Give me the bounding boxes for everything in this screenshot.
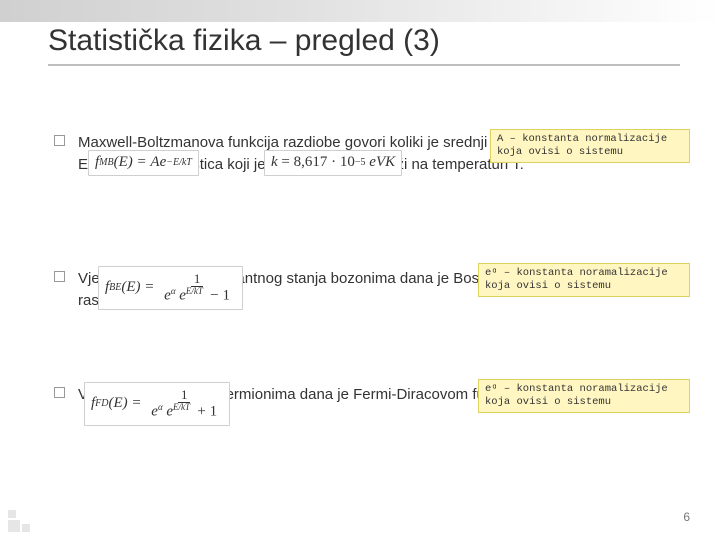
corner-decoration-icon [8, 506, 42, 532]
page-title: Statistička fizika – pregled (3) [48, 24, 680, 64]
content-area: Maxwell-Boltzmanova funkcija razdiobe go… [78, 132, 660, 500]
note-line: eᵅ – konstanta noramalizacije [485, 383, 683, 396]
note-line: koja ovisi o sistemu [485, 396, 683, 409]
title-underline [48, 64, 680, 66]
note-box-2: eᵅ – konstanta noramalizacije koja ovisi… [478, 263, 690, 297]
note-line: eᵅ – konstanta noramalizacije [485, 267, 683, 280]
bullet-icon [54, 387, 65, 398]
formula-k-const: k = 8,617 · 10−5 eVK [264, 150, 402, 176]
bullet-item-1: Maxwell-Boltzmanova funkcija razdiobe go… [78, 132, 660, 214]
bullet-icon [54, 271, 65, 282]
note-box-1: A – konstanta normalizacije koja ovisi o… [490, 129, 690, 163]
bullet-icon [54, 135, 65, 146]
bullet-item-3: Vjerojatnost zauzeća fermionima dana je … [78, 384, 660, 446]
formula-fd: fFD (E) = 1 eα eE/kT + 1 [84, 382, 230, 426]
formula-mb: fMB (E) = Ae−E/kT [88, 150, 199, 176]
page-number: 6 [683, 510, 690, 524]
formula-be: fBE (E) = 1 eα eE/kT − 1 [98, 266, 243, 310]
note-line: koja ovisi o sistemu [485, 280, 683, 293]
bullet-item-2: Vjerojatnost zauzeća kvantnog stanja boz… [78, 268, 660, 330]
top-gradient-strip [0, 0, 720, 22]
note-box-3: eᵅ – konstanta noramalizacije koja ovisi… [478, 379, 690, 413]
note-line: A – konstanta normalizacije [497, 133, 683, 146]
title-block: Statistička fizika – pregled (3) [48, 24, 680, 66]
note-line: koja ovisi o sistemu [497, 146, 683, 159]
